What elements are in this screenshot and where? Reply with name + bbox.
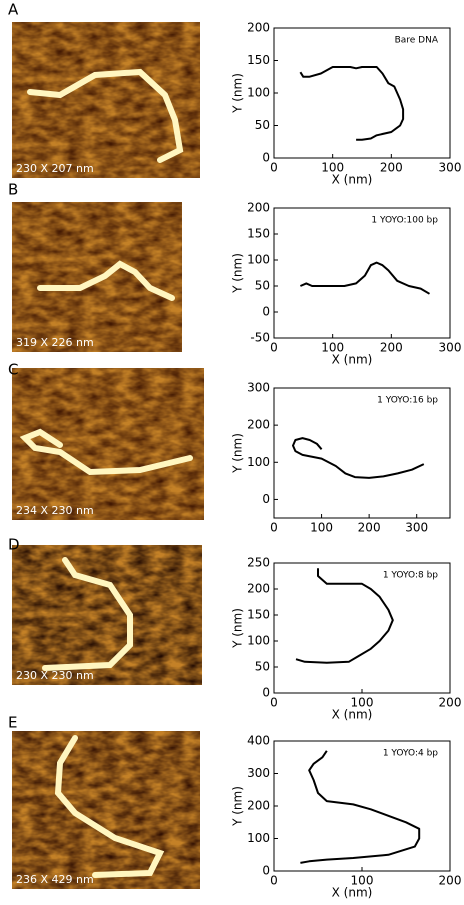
y-tick-label: 0 [262,151,270,165]
afm-image [12,368,204,520]
x-axis-label: X (nm) [332,886,373,900]
trace-line [300,750,421,864]
y-tick-label: 100 [247,455,270,469]
panel-label: A [8,1,19,19]
trace-line [292,437,425,479]
x-tick-label: 200 [380,161,403,175]
y-axis-label: Y (nm) [231,433,245,474]
afm-image [12,545,202,685]
y-tick-label: 0 [262,305,270,319]
image-label: 234 X 230 nm [16,504,94,517]
x-axis-label: X (nm) [332,173,373,187]
x-tick-label: 300 [439,161,462,175]
plot-frame [273,27,451,159]
plot-frame [273,562,451,694]
y-tick-label: 100 [247,634,270,648]
x-tick-label: 300 [439,341,462,355]
panel-label: B [8,181,18,199]
x-tick-label: 100 [351,696,374,710]
image-label: 236 X 429 nm [16,873,94,886]
image-label: 230 X 230 nm [16,669,94,682]
plot-frame [273,207,451,339]
y-tick-label: 300 [247,766,270,780]
y-tick-label: 100 [247,831,270,845]
x-tick-label: 0 [270,696,278,710]
x-axis-label: X (nm) [332,353,373,367]
trace-line [299,261,431,295]
y-tick-label: 0 [262,864,270,878]
x-tick-label: 100 [351,874,374,888]
afm-image [12,731,200,889]
annotation: 1 YOYO:16 bp [377,396,438,406]
y-axis-label: Y (nm) [231,608,245,649]
x-tick-label: 0 [270,874,278,888]
x-tick-label: 200 [380,341,403,355]
y-tick-label: 400 [247,734,270,748]
image-label: 319 X 226 nm [16,336,94,349]
x-axis-label: X (nm) [332,708,373,722]
y-tick-label: 150 [247,608,270,622]
afm-image [12,22,200,178]
y-axis-label: Y (nm) [231,73,245,114]
x-tick-label: 100 [310,521,333,535]
panel-label: D [8,536,20,554]
annotation: 1 YOYO:100 bp [371,216,438,226]
annotation: 1 YOYO:4 bp [383,749,438,759]
x-tick-label: 100 [321,161,344,175]
trace-line [295,568,394,664]
x-tick-label: 100 [321,341,344,355]
y-tick-label: 50 [255,118,270,132]
plot-frame [273,387,451,519]
x-tick-label: 300 [405,521,428,535]
x-tick-label: 0 [270,341,278,355]
x-tick-label: 200 [358,521,381,535]
y-tick-label: 50 [255,279,270,293]
y-tick-label: 150 [247,227,270,241]
panel-label: C [8,361,18,379]
y-tick-label: 200 [247,201,270,215]
afm-image [12,202,182,352]
y-tick-label: 200 [247,21,270,35]
annotation: 1 YOYO:8 bp [383,571,438,581]
trace-line [299,66,405,141]
y-tick-label: 200 [247,582,270,596]
x-tick-label: 200 [439,874,462,888]
image-label: 230 X 207 nm [16,162,94,175]
y-tick-label: 250 [247,556,270,570]
y-tick-label: 200 [247,799,270,813]
y-tick-label: 150 [247,53,270,67]
x-tick-label: 0 [270,161,278,175]
y-tick-label: 0 [262,686,270,700]
y-tick-label: 0 [262,492,270,506]
y-tick-label: 100 [247,86,270,100]
y-tick-label: -50 [250,331,270,345]
annotation: Bare DNA [395,36,439,46]
x-tick-label: 0 [270,521,278,535]
y-tick-label: 100 [247,253,270,267]
y-tick-label: 50 [255,660,270,674]
afm-images [12,22,204,889]
y-tick-label: 200 [247,418,270,432]
panel-label: E [8,714,17,732]
y-axis-label: Y (nm) [231,786,245,827]
y-axis-label: Y (nm) [231,253,245,294]
y-tick-label: 300 [247,381,270,395]
x-tick-label: 200 [439,696,462,710]
